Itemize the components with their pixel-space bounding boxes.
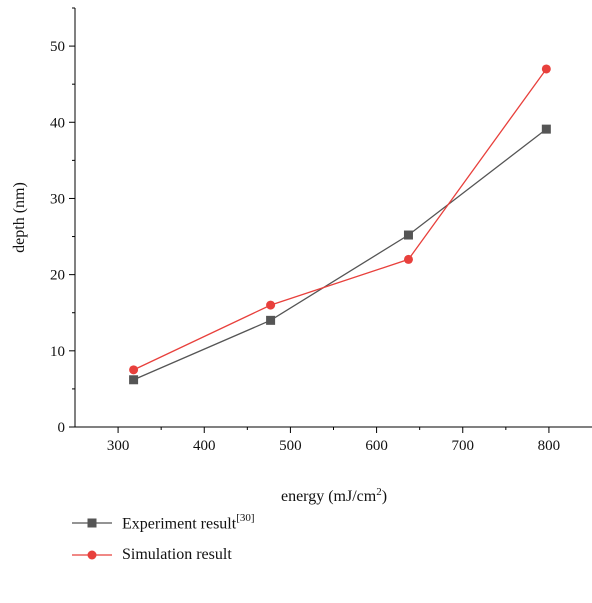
data-point: [403, 254, 413, 264]
y-tick-label: 10: [50, 344, 65, 360]
x-tick-label: 600: [365, 438, 388, 454]
data-point: [129, 375, 139, 385]
y-tick-label: 40: [50, 115, 65, 131]
y-axis-label: depth (nm): [11, 182, 28, 253]
legend-label-simulation: Simulation result: [122, 546, 232, 564]
y-tick-label: 0: [58, 420, 66, 436]
axes: 0 10 20 30 40 50 300 400 500 600 700 800: [50, 7, 592, 454]
line-chart: 0 10 20 30 40 50 300 400 500 600 700 800 depth (nm)…: [11, 7, 592, 505]
series-line: [133, 68, 547, 371]
legend-label-experiment-sup: [30]: [236, 511, 255, 524]
x-tick-label: 300: [107, 438, 130, 454]
series-layer: [129, 64, 551, 385]
x-tick-label: 500: [279, 438, 302, 454]
x-axis-label: energy (mJ/cm2): [281, 486, 387, 505]
legend-label-simulation-name: Simulation result: [122, 546, 232, 563]
legend-label-experiment-name: Experiment result: [122, 515, 237, 533]
x-tick-label: 400: [193, 438, 216, 454]
x-axis-label-sup: 2: [376, 486, 382, 498]
data-point: [541, 124, 551, 134]
y-tick-label: 30: [50, 191, 65, 207]
series-0: [129, 124, 551, 385]
x-tick-label: 800: [538, 438, 561, 454]
data-point: [403, 230, 413, 240]
y-tick-label: 20: [50, 268, 65, 284]
legend-item-simulation: Simulation result: [72, 544, 255, 566]
legend-item-experiment: Experiment result[30]: [72, 512, 255, 534]
y-tick-label: 50: [50, 39, 65, 55]
legend: Experiment result[30] Simulation result: [72, 512, 255, 576]
x-axis-label-base: energy (mJ/cm: [281, 488, 377, 505]
series-1: [129, 64, 551, 375]
x-tick-label: 700: [452, 438, 475, 454]
x-axis-label-tail: ): [382, 488, 387, 505]
data-point: [129, 365, 139, 375]
series-line: [133, 128, 547, 381]
data-point: [266, 315, 276, 325]
legend-label-experiment: Experiment result[30]: [122, 511, 255, 533]
data-point: [541, 64, 551, 74]
data-point: [266, 300, 276, 310]
circle-marker-icon: [72, 550, 112, 560]
square-marker-icon: [72, 518, 112, 528]
